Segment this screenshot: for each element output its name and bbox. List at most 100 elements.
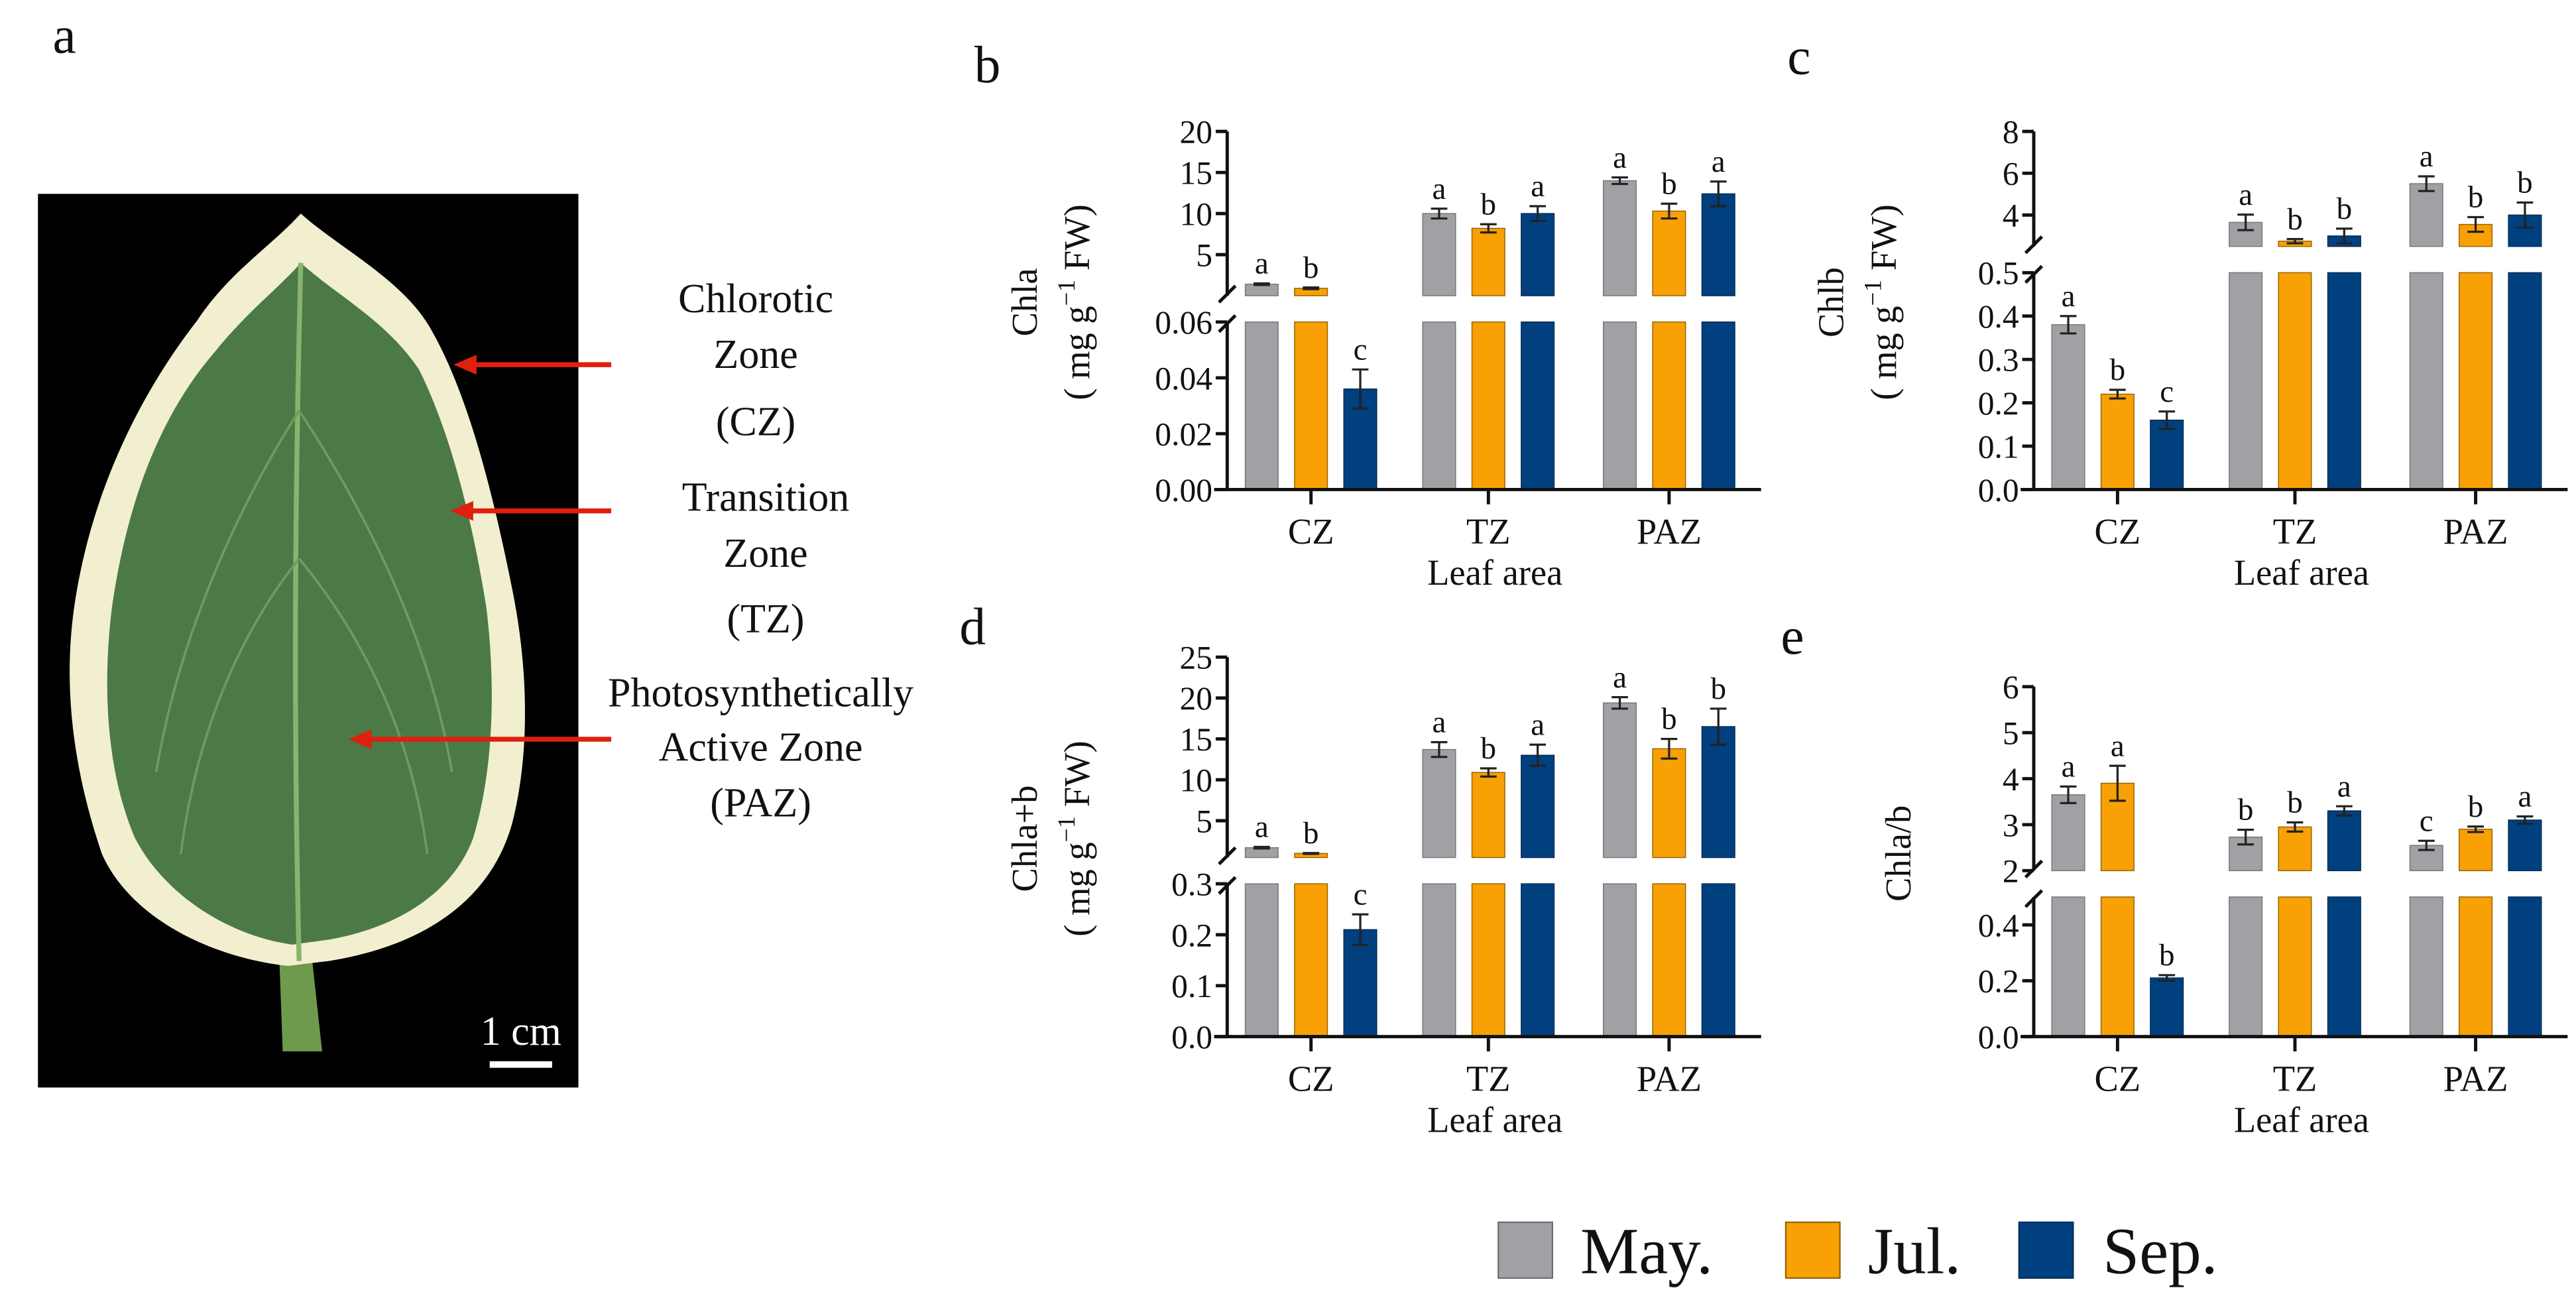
y-tick-label: 6	[2003, 156, 2019, 192]
error-bar	[2158, 974, 2176, 982]
bar-e-jul-tz	[2278, 826, 2312, 872]
error-bar	[1480, 223, 1497, 234]
y-tick-label: 0.0	[1978, 472, 2019, 508]
axis-break-mark	[2024, 889, 2044, 908]
bar-c-may-tz	[2229, 221, 2263, 247]
error-bar	[1710, 180, 1727, 208]
significance-letter: a	[1433, 705, 1446, 740]
bar-lower-d-jul-paz	[1652, 883, 1686, 1038]
y-tick-label: 15	[1179, 721, 1212, 758]
error-bar	[2516, 201, 2534, 229]
error-bar	[1431, 208, 1448, 220]
error-bar	[1611, 696, 1628, 710]
significance-letter: a	[1613, 660, 1627, 695]
error-bar	[1480, 767, 1497, 778]
bar-e-jul-paz	[2459, 829, 2493, 872]
y-tick-label: 0.04	[1155, 360, 1212, 396]
error-bar	[1529, 205, 1547, 222]
panel-letter-e: e	[1781, 607, 1804, 666]
bar-lower-c-may-tz	[2229, 272, 2263, 491]
x-tick-label: CZ	[1288, 511, 1334, 552]
y-tick-label: 0.0	[1171, 1019, 1212, 1055]
zone-label-cz-line2: Zone	[713, 332, 797, 377]
y-tick-label: 20	[1179, 680, 1212, 717]
x-axis-label: Leaf area	[2234, 1099, 2369, 1140]
bar-b-sep-tz	[1521, 213, 1555, 296]
unit-exponent: −1	[1860, 280, 1887, 306]
significance-letter: c	[1354, 332, 1368, 367]
error-bar	[2467, 215, 2484, 233]
x-axis-label: Leaf area	[2234, 552, 2369, 593]
y-tick-label: 25	[1179, 640, 1212, 676]
y-tick-label: 10	[1179, 196, 1212, 232]
zone-label-paz-line1: Photosynthetically	[608, 671, 913, 716]
significance-letter: c	[2420, 803, 2433, 838]
unit-prefix: ( mg g	[1057, 306, 1097, 400]
significance-letter: b	[1303, 251, 1319, 285]
significance-letter: a	[1531, 169, 1545, 204]
zone-label-paz-line2: Active Zone	[659, 725, 863, 770]
bar-lower-e-may-cz	[2051, 896, 2085, 1038]
significance-letter: b	[1661, 166, 1677, 201]
significance-letter: b	[2468, 790, 2484, 824]
bar-d-sep-paz	[1701, 726, 1735, 859]
y-tick-label: 0.4	[1978, 907, 2019, 943]
significance-letter: a	[2337, 769, 2351, 803]
y-tick-label: 5	[2003, 715, 2019, 752]
legend: May. Jul. Sep.	[1497, 1215, 2218, 1287]
error-bar	[2286, 238, 2304, 245]
zone-label-paz-line3: (PAZ)	[710, 781, 811, 826]
bar-d-sep-tz	[1521, 754, 1555, 859]
bar-lower-d-jul-tz	[1471, 883, 1505, 1038]
bar-b-may-tz	[1422, 213, 1456, 296]
bar-lower-d-sep-tz	[1521, 883, 1555, 1038]
x-tick-label: TZ	[2273, 511, 2317, 552]
error-bar	[1352, 913, 1369, 946]
error-bar	[2418, 175, 2435, 192]
significance-letter: b	[2287, 202, 2303, 237]
bar-lower-e-sep-paz	[2508, 896, 2542, 1038]
bar-c-jul-paz	[2459, 223, 2493, 247]
significance-letter: b	[2468, 180, 2484, 215]
significance-letter: a	[2062, 749, 2076, 784]
bar-d-jul-tz	[1471, 772, 1505, 859]
x-tick-label: CZ	[2095, 511, 2141, 552]
error-bar	[1529, 743, 1547, 767]
y-tick-label: 0.2	[1978, 963, 2019, 1000]
y-tick-label: 20	[1179, 114, 1212, 150]
unit-suffix: FW)	[1057, 204, 1097, 280]
legend-label-sep: Sep.	[2103, 1215, 2217, 1287]
error-bar	[2516, 815, 2534, 825]
zone-label-cz-line1: Chlorotic	[678, 276, 833, 322]
y-tick-label: 0.1	[1978, 428, 2019, 465]
unit-suffix: FW)	[1863, 204, 1904, 280]
panel-letter-a: a	[53, 6, 76, 64]
y-tick-label: 6	[2003, 669, 2019, 705]
bar-lower-c-jul-tz	[2278, 272, 2312, 491]
bar-lower-b-jul-tz	[1471, 321, 1505, 491]
bar-c-jul-cz	[2100, 393, 2135, 491]
panel-a: a 1 cm Chlorotic Zone (CZ) Transition Zo…	[38, 6, 913, 1088]
significance-letter: b	[1303, 816, 1319, 851]
bar-d-jul-paz	[1652, 748, 1686, 859]
legend-swatch-sep	[2018, 1221, 2074, 1279]
bar-lower-e-jul-tz	[2278, 896, 2312, 1038]
y-tick-label: 0.4	[1978, 298, 2019, 335]
error-bar	[1253, 845, 1270, 850]
zone-label-tz-line2: Zone	[723, 531, 807, 576]
bar-e-may-cz	[2051, 794, 2085, 872]
x-tick-label: PAZ	[2443, 1058, 2508, 1098]
bar-lower-c-sep-paz	[2508, 272, 2542, 491]
legend-item-sep: Sep.	[2018, 1215, 2218, 1287]
y-tick-label: 0.02	[1155, 416, 1212, 453]
unit-prefix: ( mg g	[1057, 842, 1097, 936]
significance-letter: c	[2160, 375, 2174, 409]
error-bar	[1661, 737, 1678, 760]
significance-letter: b	[1661, 702, 1677, 737]
y-axis-label: Chlb	[1811, 267, 1851, 337]
bar-lower-b-may-tz	[1422, 321, 1456, 491]
